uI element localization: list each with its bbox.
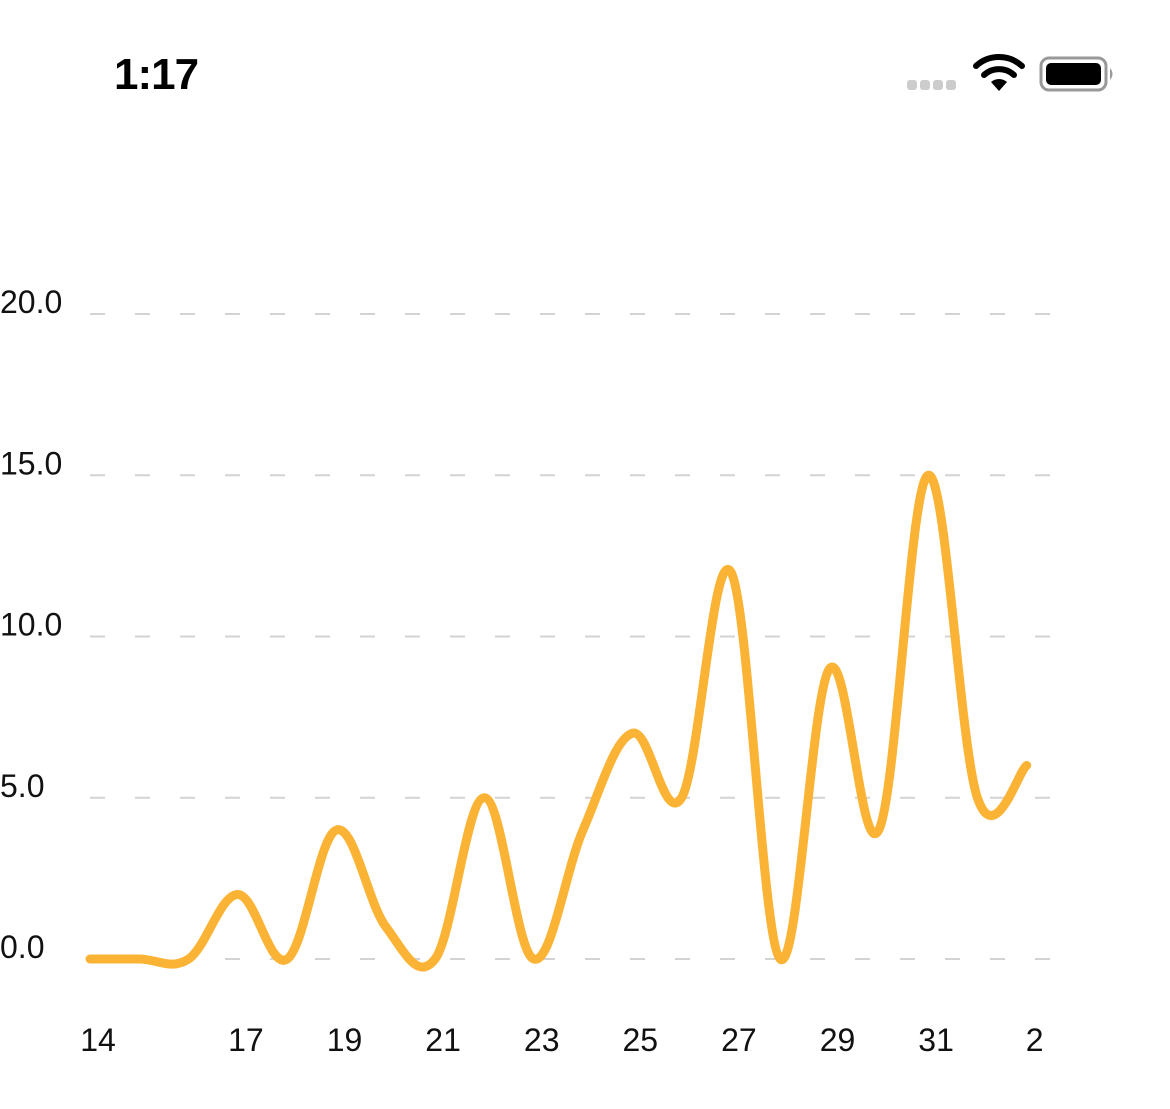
x-tick-label: 17 — [228, 1022, 264, 1058]
x-tick-label: 27 — [721, 1022, 757, 1058]
x-tick-label: 19 — [327, 1022, 363, 1058]
y-tick-label: 20.0 — [0, 284, 62, 320]
x-tick-label: 14 — [80, 1022, 116, 1058]
x-tick-label: 21 — [425, 1022, 461, 1058]
y-tick-label: 10.0 — [0, 607, 62, 643]
status-bar: 1:17 — [0, 0, 1170, 150]
wifi-icon — [973, 54, 1025, 91]
series-group — [85, 470, 1032, 972]
cellular-signal-icon — [907, 80, 956, 90]
series-line — [85, 470, 1032, 972]
x-axis-ticks: 14 17 19 21 23 25 27 29 31 2 — [80, 1022, 1043, 1058]
x-tick-label: 31 — [918, 1022, 954, 1058]
battery-icon — [1039, 56, 1113, 92]
x-tick-label: 23 — [524, 1022, 560, 1058]
x-tick-label: 25 — [623, 1022, 659, 1058]
x-tick-label: 29 — [820, 1022, 856, 1058]
status-time: 1:17 — [114, 50, 199, 99]
y-tick-label: 15.0 — [0, 445, 62, 481]
status-icons — [907, 54, 1113, 92]
y-tick-label: 0.0 — [0, 929, 44, 965]
y-tick-label: 5.0 — [0, 768, 44, 804]
y-axis-ticks: 0.0 5.0 10.0 15.0 20.0 — [0, 284, 62, 965]
x-tick-label: 2 — [1026, 1022, 1044, 1058]
